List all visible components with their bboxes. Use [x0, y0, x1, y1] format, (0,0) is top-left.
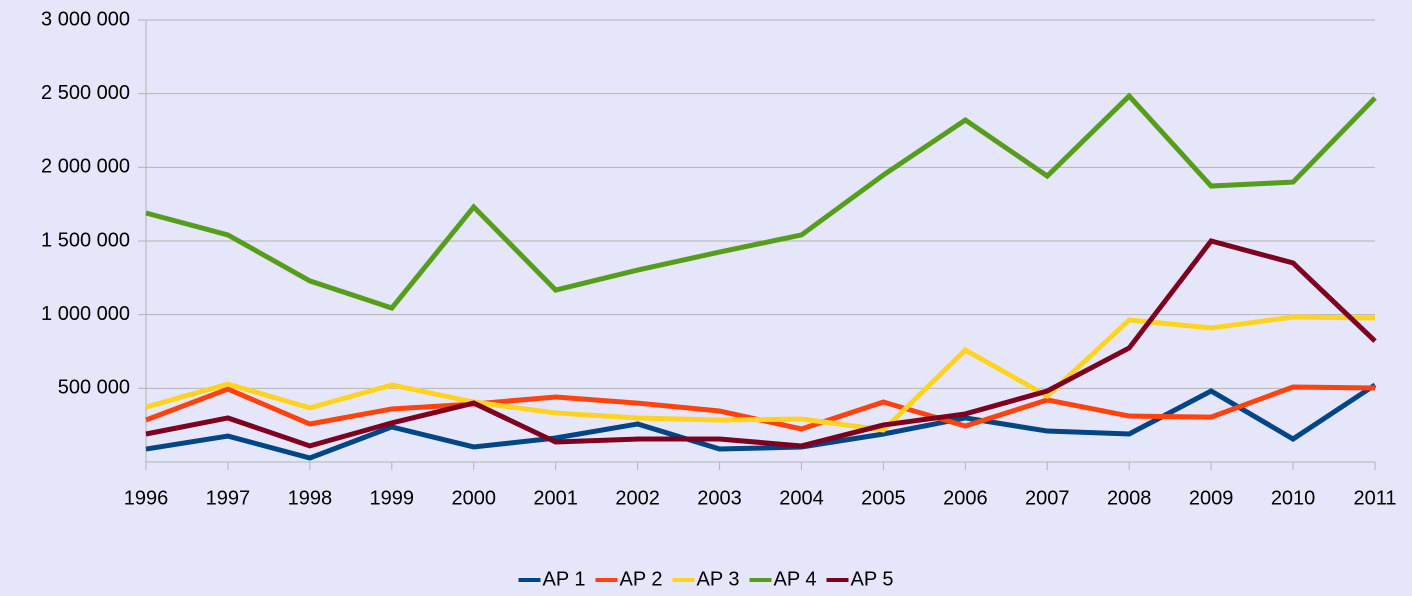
legend-label: AP 4: [774, 568, 817, 590]
x-tick-label: 2004: [779, 487, 824, 509]
series-line: [145, 92, 1377, 311]
x-tick-label: 2009: [1189, 487, 1234, 509]
y-tick-label: 500 000: [58, 377, 130, 399]
x-tick-label: 2005: [861, 487, 906, 509]
x-tick-label: 2002: [615, 487, 660, 509]
x-tick-label: 2011: [1353, 487, 1396, 509]
x-tick-label: 2007: [1025, 487, 1070, 509]
legend-label: AP 2: [620, 568, 663, 590]
x-tick-label: 2003: [697, 487, 742, 509]
y-tick-label: 1 500 000: [41, 229, 130, 251]
legend-label: AP 1: [543, 568, 586, 590]
x-tick-label: 1998: [288, 487, 333, 509]
x-tick-label: 2006: [943, 487, 988, 509]
legend: AP 1 AP 2 AP 3 AP 4 AP 5: [518, 568, 894, 590]
x-tick-label: 2001: [533, 487, 578, 509]
x-tick-label: 1996: [124, 487, 169, 509]
y-tick-label: 2 500 000: [41, 82, 130, 104]
y-tick-label: 2 000 000: [41, 156, 130, 178]
series-line: [145, 384, 1376, 432]
series-line: [145, 238, 1377, 449]
y-tick-label: 1 000 000: [41, 303, 130, 325]
x-tick-label: 1999: [370, 487, 415, 509]
x-tick-label: 1997: [206, 487, 251, 509]
series-line: [145, 314, 1376, 433]
x-tick-label: 2008: [1107, 487, 1152, 509]
series-line: [145, 382, 1377, 461]
x-tick-label: 2010: [1271, 487, 1316, 509]
x-tick-label: 2000: [451, 487, 496, 509]
y-tick-label: 3 000 000: [41, 8, 130, 30]
legend-label: AP 5: [851, 568, 894, 590]
legend-label: AP 3: [697, 568, 740, 590]
